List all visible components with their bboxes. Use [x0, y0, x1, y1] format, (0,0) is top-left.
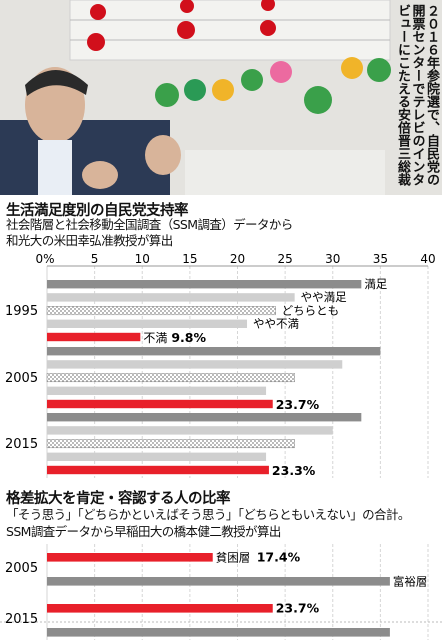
chart2-subtitle-line1: 「そう思う」「どちらかといえばそう思う」「どちらともいえない」の合計。 [6, 507, 410, 522]
tick-label: 30 [325, 252, 340, 266]
photo-illustration [0, 0, 442, 195]
bar-somewhat-satisfied [47, 293, 295, 302]
legend-label-neutral: どちらとも [282, 303, 340, 317]
legend-label-rich: 富裕層 [393, 575, 428, 589]
bar-satisfied [47, 347, 381, 356]
bar-neutral [46, 373, 295, 383]
year-label: 2005 [5, 371, 38, 386]
data-label: 23.7% [276, 397, 320, 412]
tick-label: 0% [35, 252, 54, 266]
chart1-title: 生活満足度別の自民党支持率 [6, 203, 189, 219]
year-label: 2005 [5, 561, 38, 576]
chart1-subtitle-line2: 和光大の米田幸弘准教授が算出 [6, 233, 173, 248]
tick-label: 25 [277, 252, 292, 266]
data-label: 23.7% [276, 601, 320, 616]
chart2-subtitle-line2: SSM調査データから早稲田大の橋本健二教授が算出 [6, 524, 281, 539]
bar-somewhat-satisfied [47, 360, 343, 369]
data-label: 17.4% [257, 550, 301, 565]
bar-somewhat-dissatisfied [47, 319, 248, 328]
legend-label-somewhat-dissatisfied: やや不満 [253, 317, 299, 331]
tick-label: 35 [373, 252, 388, 266]
tick-label: 10 [135, 252, 150, 266]
tick-label: 20 [230, 252, 245, 266]
chart1-subtitle-line1: 社会階層と社会移動全国調査（SSM調査）データから [6, 217, 293, 232]
tick-label: 5 [91, 252, 99, 266]
year-label: 2015 [5, 437, 38, 452]
legend-label-satisfied: 満足 [364, 277, 387, 291]
bar-dissatisfied [47, 332, 141, 342]
bar-dissatisfied [47, 465, 269, 475]
bar-neutral [46, 306, 276, 316]
tick-label: 15 [182, 252, 197, 266]
year-label: 2015 [5, 612, 38, 627]
bar-poor [47, 553, 213, 562]
year-label: 1995 [5, 304, 38, 319]
bar-poor [47, 604, 273, 613]
bar-satisfied [47, 413, 362, 422]
legend-label-somewhat-satisfied: やや満足 [301, 290, 347, 304]
bar-somewhat-dissatisfied [47, 452, 267, 461]
bar-satisfied [47, 280, 362, 289]
legend-label-poor: 貧困層 [216, 551, 251, 565]
chart2-title: 格差拡大を肯定・容認する人の比率 [6, 491, 231, 507]
data-label: 23.3% [272, 463, 316, 478]
news-photo: ２０１６年参院選で、自民党の開票センターでテレビのインタビューにこたえる安倍晋三… [0, 0, 442, 195]
bar-neutral [46, 439, 295, 449]
bar-dissatisfied [47, 399, 273, 409]
photo-caption: ２０１６年参院選で、自民党の開票センターでテレビのインタビューにこたえる安倍晋三… [395, 4, 439, 186]
bar-somewhat-dissatisfied [47, 386, 267, 395]
data-label: 9.8% [171, 330, 206, 345]
bar-somewhat-satisfied [47, 426, 333, 435]
bar-rich [47, 628, 390, 637]
bar-rich [47, 577, 390, 586]
legend-label-dissatisfied: 不満 [143, 331, 167, 345]
tick-label: 40 [420, 252, 435, 266]
